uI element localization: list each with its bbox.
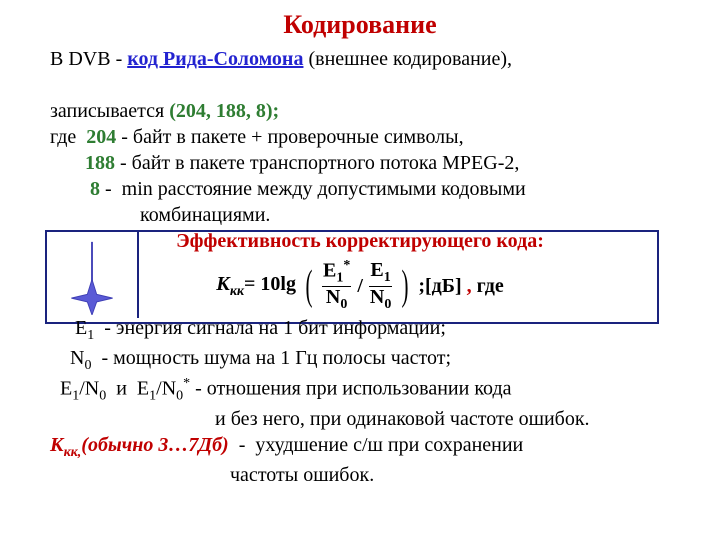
code-params: (204, 188, 8);	[169, 100, 279, 122]
line-8: 8 - min расстояние между допустимыми код…	[50, 176, 670, 228]
t: записывается	[50, 100, 169, 122]
t: N0	[325, 287, 348, 313]
t: кк	[230, 284, 244, 299]
t: - min расстояние между допустимыми кодов…	[50, 178, 526, 226]
t: - мощность шума на 1 Гц полосы частот;	[91, 347, 451, 369]
t: N	[370, 286, 384, 308]
t: ;[дБ] , где	[418, 275, 503, 298]
frac2: E1 N0	[369, 260, 392, 312]
t	[50, 152, 85, 174]
bracket-open: (	[305, 265, 312, 307]
t: ;[дБ]	[418, 275, 466, 297]
t: E	[323, 260, 336, 282]
line-204: где 204 - байт в пакете + проверочные си…	[50, 124, 670, 150]
t: N	[50, 347, 84, 369]
t: /N	[79, 378, 99, 400]
t: N	[326, 286, 340, 308]
t: E	[50, 317, 87, 339]
bracket-close: )	[402, 265, 409, 307]
t: Ккк= 10lg	[216, 273, 296, 300]
t: E1*	[322, 259, 351, 287]
t: - энергия сигнала на 1 бит информации;	[94, 317, 446, 339]
t: - байт в пакете + проверочные символы,	[116, 126, 463, 148]
t: = 10lg	[244, 273, 296, 295]
def-e1: E1 - энергия сигнала на 1 бит информации…	[50, 315, 670, 345]
t: 0	[384, 297, 391, 312]
blank-line	[50, 72, 670, 98]
t: К	[50, 434, 64, 456]
line-notation: записывается (204, 188, 8);	[50, 98, 670, 124]
t	[50, 178, 90, 200]
t: E	[370, 259, 383, 281]
slide-title: Кодирование	[50, 10, 670, 40]
formula: Ккк= 10lg ( E1* N0 / E1 N0 ) ;[дБ] , где	[50, 259, 670, 313]
t: E	[50, 378, 72, 400]
t: *	[343, 258, 350, 273]
slash: /	[357, 275, 363, 298]
rs-code-link[interactable]: код Рида-Соломона	[127, 48, 303, 70]
t: 0	[176, 389, 183, 404]
frac1: E1* N0	[322, 259, 351, 313]
t: - байт в пакете транспортного потока MPE…	[115, 152, 519, 174]
t: где	[472, 275, 504, 297]
t: где	[50, 126, 86, 148]
t: и E	[106, 378, 149, 400]
t: В DVB -	[50, 48, 127, 70]
def-ratio: E1/N0 и E1/N0* - отношения при использов…	[50, 375, 670, 432]
n188: 188	[85, 152, 115, 174]
t: (внешнее кодирование),	[303, 48, 512, 70]
efficiency-label: Эффективность корректирующего кода:	[50, 230, 670, 253]
t: 0	[340, 297, 347, 312]
n8: 8	[90, 178, 100, 200]
t: N0	[369, 287, 392, 313]
t: /N	[156, 378, 176, 400]
def-kkk: Ккк,(обычно 3…7Дб) - ухудшение с/ш при с…	[50, 432, 670, 488]
t: (обычно 3…7Дб)	[81, 434, 228, 456]
t: E1	[369, 260, 391, 287]
def-n0: N0 - мощность шума на 1 Гц полосы частот…	[50, 345, 670, 375]
t: 1	[384, 270, 391, 285]
t: К	[216, 273, 230, 295]
t: кк,	[64, 445, 82, 460]
line-intro: В DVB - код Рида-Соломона (внешнее кодир…	[50, 46, 670, 72]
line-188: 188 - байт в пакете транспортного потока…	[50, 150, 670, 176]
n204: 204	[86, 126, 116, 148]
